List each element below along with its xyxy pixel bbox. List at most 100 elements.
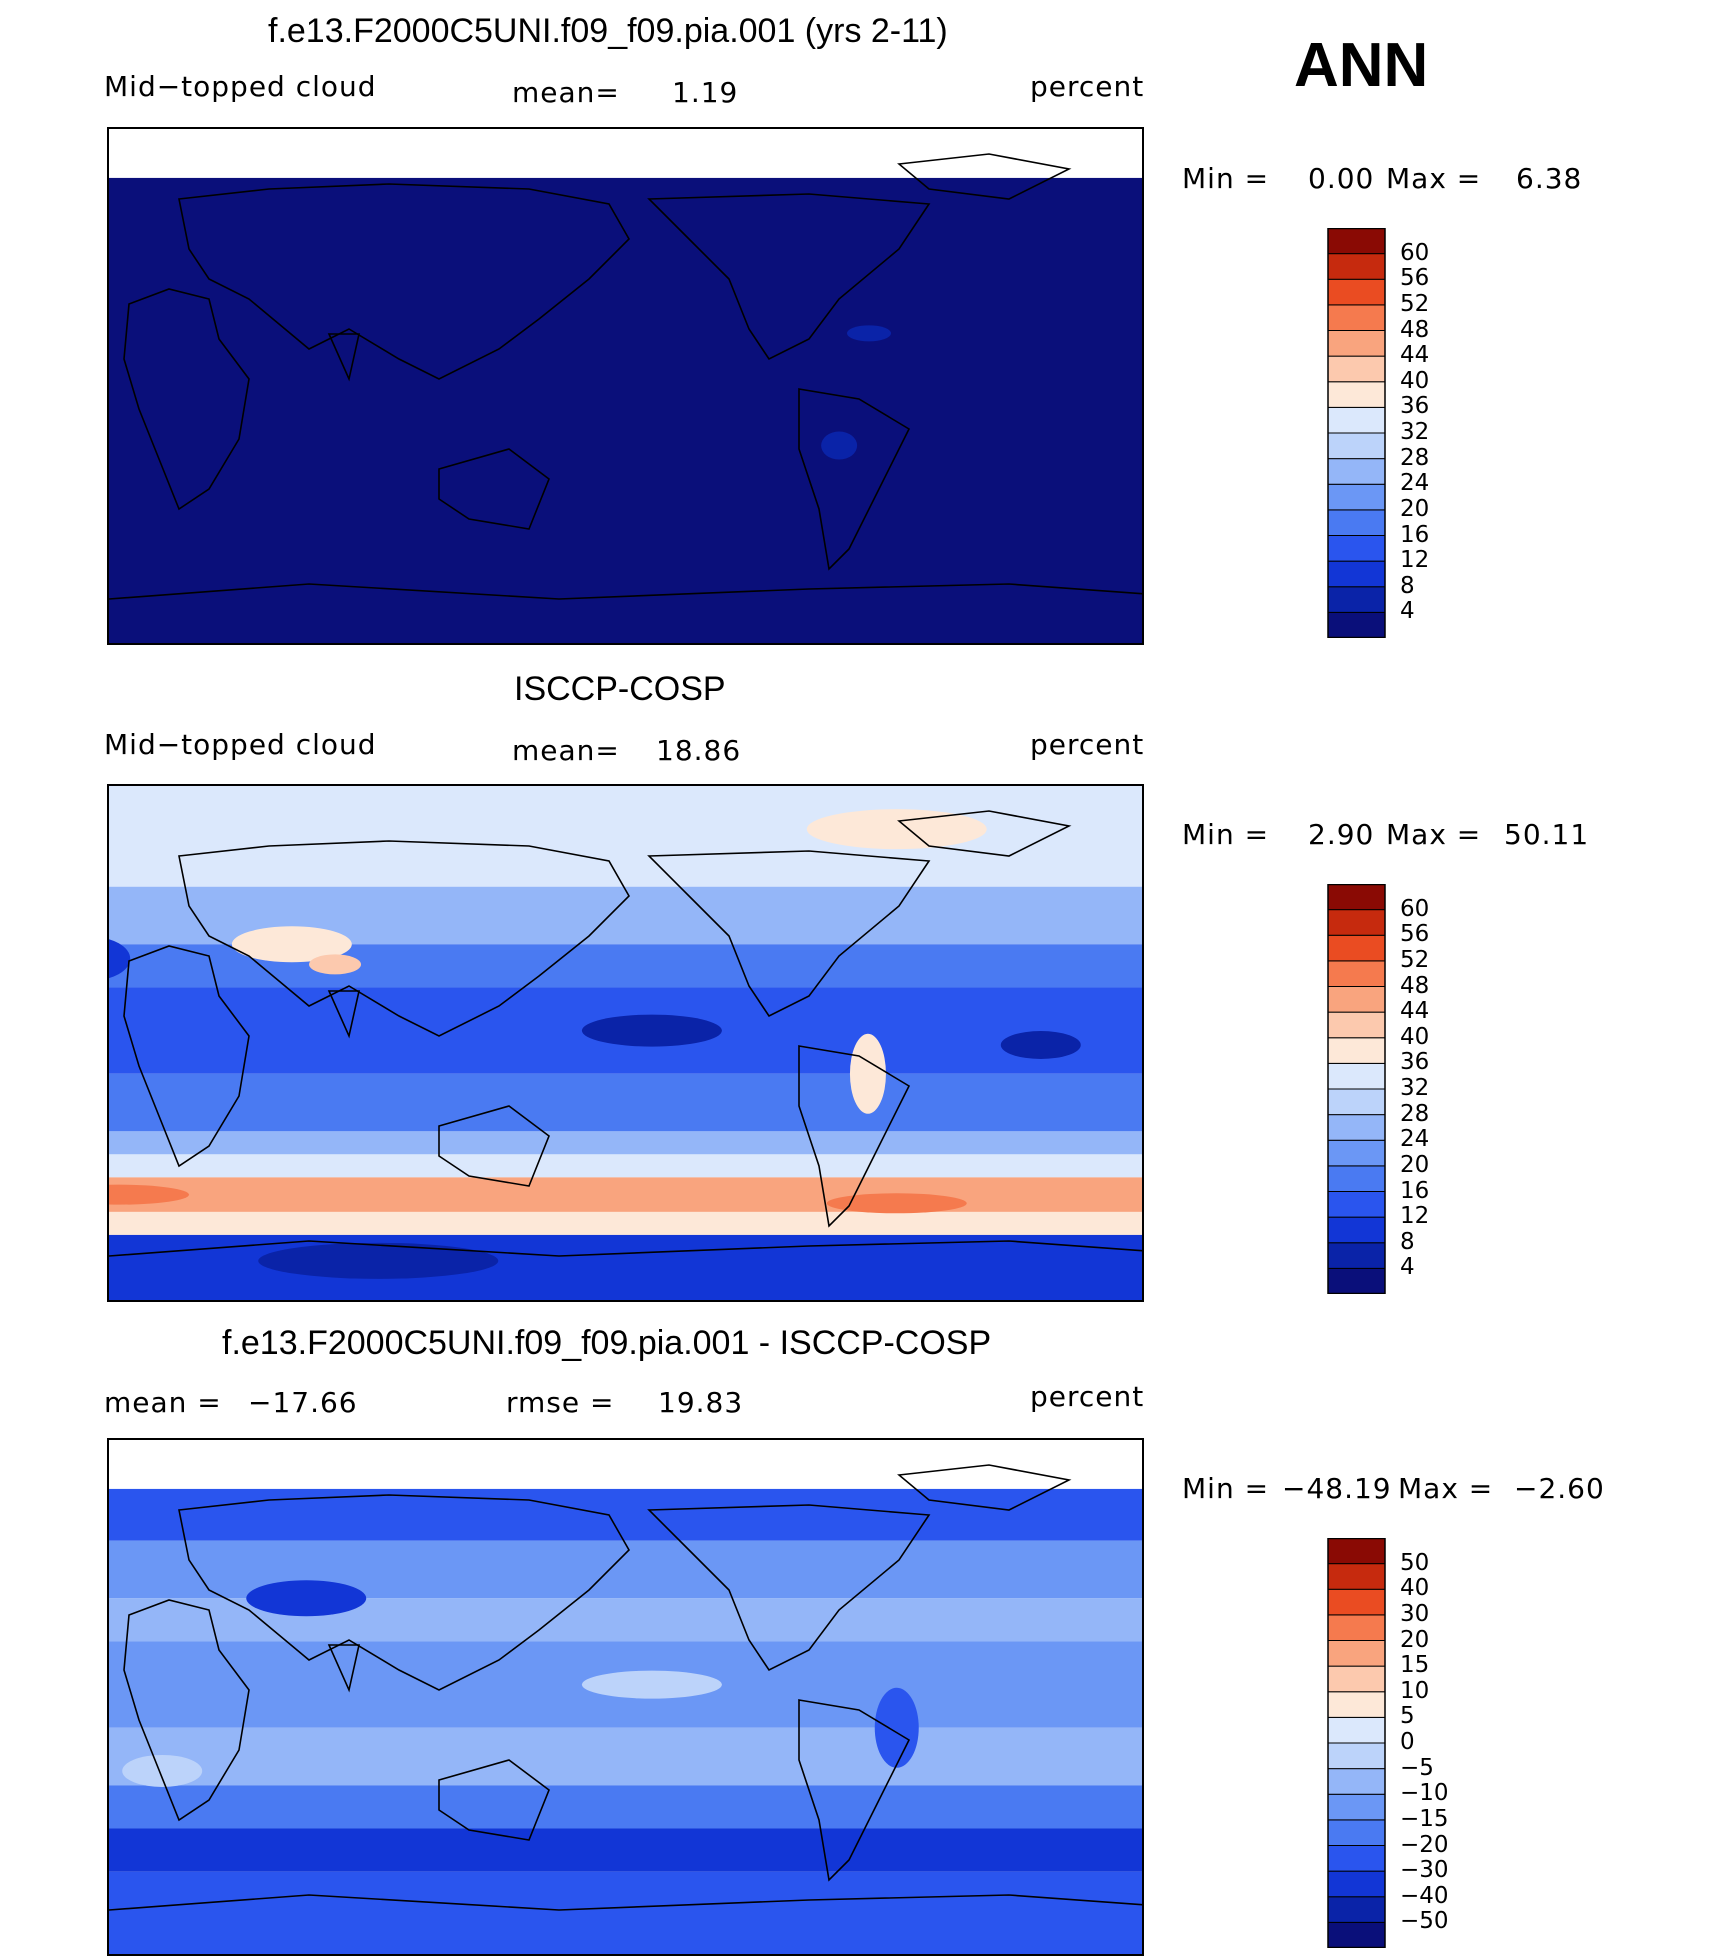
panel2-field-band (109, 786, 1142, 887)
panel3-colorbar-bin-7 (1327, 1742, 1386, 1770)
panel1-colorbar-label: 56 (1400, 265, 1430, 292)
panel2-colorbar-bin-11 (1327, 986, 1386, 1013)
panel1-colorbar-label: 28 (1400, 444, 1430, 471)
panel3-colorbar-bin-10 (1327, 1665, 1386, 1693)
panel1-colorbar-label: 32 (1400, 419, 1430, 445)
panel3-colorbar-label: 15 (1400, 1652, 1430, 1679)
panel3-field-band (109, 1488, 1142, 1541)
panel2-colorbar-bin-3 (1327, 1191, 1386, 1218)
panel1-colorbar-bin-11 (1327, 330, 1386, 357)
panel3-colorbar-label: −50 (1400, 1908, 1449, 1935)
panel1-min-label: Min = (1182, 162, 1270, 195)
panel1-colorbar-label: 16 (1400, 521, 1430, 548)
panel3-rmse-value: 19.83 (658, 1386, 744, 1419)
panel1-colorbar-label: 60 (1400, 239, 1430, 266)
panel3-colorbar-bin-13 (1327, 1588, 1386, 1616)
panel3-colorbar-label: −5 (1400, 1754, 1434, 1781)
panel3-colorbar-bin-6 (1327, 1768, 1386, 1795)
panel2-coastline-2 (327, 990, 360, 1039)
panel3-colorbar-bin-15 (1327, 1538, 1386, 1565)
panel2-title: ISCCP-COSP (514, 670, 726, 708)
panel1-coastline-5 (798, 388, 911, 571)
panel3-colorbar-bin-14 (1327, 1563, 1386, 1590)
panel3-field-blob (122, 1754, 203, 1787)
panel2-colorbar-label: 36 (1400, 1049, 1430, 1076)
panel2-field-band (109, 1073, 1142, 1132)
panel2-colorbar-label: 56 (1400, 921, 1430, 948)
panel1-colorbar-bin-9 (1327, 381, 1386, 408)
panel2-field-blob (1000, 1031, 1081, 1059)
panel1-coastline-3 (438, 448, 550, 530)
panel2-field-blob (806, 809, 987, 850)
panel1-colorbar-bin-8 (1327, 406, 1386, 434)
panel3-colorbar-label: −30 (1400, 1857, 1449, 1884)
panel2-colorbar-label: 16 (1400, 1177, 1430, 1204)
panel1-field-blob (847, 325, 891, 342)
panel2-colorbar-bin-1 (1327, 1242, 1386, 1269)
panel3-colorbar-label: 0 (1400, 1729, 1415, 1755)
panel2-field (109, 786, 1142, 1300)
panel1-colorbar-bin-14 (1327, 253, 1386, 280)
panel2-field-blob (309, 954, 362, 975)
panel3-colorbar-bin-12 (1327, 1614, 1386, 1641)
panel3-colorbar-bin-11 (1327, 1640, 1386, 1667)
panel2-colorbar-label: 4 (1400, 1254, 1415, 1281)
panel1-field-band (109, 129, 1142, 643)
panel1-colorbar-label: 52 (1400, 290, 1430, 317)
panel2-field-blob (109, 939, 131, 979)
panel2-colorbar-svg (1327, 884, 1386, 1294)
panel1-colorbar-svg (1327, 228, 1386, 638)
panel1-mean-label: mean= (512, 76, 620, 109)
panel1-colorbar-bin-7 (1327, 432, 1386, 460)
panel1-colorbar-label: 20 (1400, 495, 1430, 522)
panel3-colorbar-label: 50 (1400, 1549, 1430, 1576)
panel3-colorbar-label: 10 (1400, 1677, 1430, 1704)
panel2-colorbar-label: 32 (1400, 1075, 1430, 1101)
panel3-colorbar-label: −40 (1400, 1882, 1449, 1909)
panel1-colorbar-bin-12 (1327, 304, 1386, 331)
panel3-min-label: Min = (1182, 1472, 1270, 1505)
panel2-colorbar-bin-12 (1327, 960, 1386, 987)
panel1-colorbar-label: 8 (1400, 572, 1415, 599)
panel1-min-value: 0.00 (1308, 162, 1375, 195)
panel1-missing-north (109, 129, 1142, 178)
panel1-colorbar-bin-1 (1327, 586, 1386, 613)
panel2-colorbar-bin-10 (1327, 1011, 1386, 1039)
panel3-colorbar-bin-8 (1327, 1716, 1386, 1744)
panel2-colorbar-bin-14 (1327, 909, 1386, 936)
panel2-colorbar-label: 12 (1400, 1203, 1430, 1230)
panel2-field-band (109, 1131, 1142, 1155)
panel3-coastline-3 (438, 1759, 550, 1841)
panel2-colorbar-label: 48 (1400, 972, 1430, 999)
panel2-map (107, 784, 1144, 1302)
panel3-coastline-1 (178, 1494, 630, 1691)
season-label: ANN (1294, 31, 1429, 100)
panel2-colorbar-label: 52 (1400, 946, 1430, 973)
panel2-colorbar: 4 8 12 16 20 24 28 32 36 40 44 48 52 56 60 (1327, 884, 1429, 1294)
panel3-max-label: Max = (1398, 1472, 1494, 1505)
panel2-units: percent (1030, 728, 1145, 761)
panel2-colorbar-bin-4 (1327, 1165, 1386, 1192)
panel1-coastline-2 (327, 333, 360, 382)
panel1-field-blob (821, 431, 858, 460)
panel1-colorbar-label: 44 (1400, 342, 1430, 369)
panel3-colorbar-svg (1327, 1538, 1386, 1948)
panel3-colorbar-bin-1 (1327, 1896, 1386, 1923)
panel1-coastline-7 (897, 153, 1072, 200)
panel3-colorbar-bin-4 (1327, 1819, 1386, 1846)
panel3-coastline-5 (798, 1699, 911, 1882)
panel1-coastline-6 (109, 583, 1142, 600)
panel3-field-blob (874, 1687, 919, 1768)
panel2-field-band (109, 1154, 1142, 1178)
panel1-colorbar-bin-0 (1327, 611, 1386, 638)
panel2-field-band (109, 1211, 1142, 1235)
panel1-title: f.e13.F2000C5UNI.f09_f09.pia.001 (yrs 2-… (268, 12, 948, 50)
panel2-mean-value: 18.86 (656, 734, 742, 767)
panel1-variable: Mid−topped cloud (104, 70, 377, 103)
panel3-colorbar-bin-5 (1327, 1793, 1386, 1821)
panel1-colorbar-label: 36 (1400, 393, 1430, 420)
panel2-field-blob (109, 1184, 189, 1205)
panel1-colorbar-bin-2 (1327, 560, 1386, 588)
panel1-colorbar-label: 4 (1400, 598, 1415, 625)
panel2-coastline-1 (178, 840, 630, 1037)
